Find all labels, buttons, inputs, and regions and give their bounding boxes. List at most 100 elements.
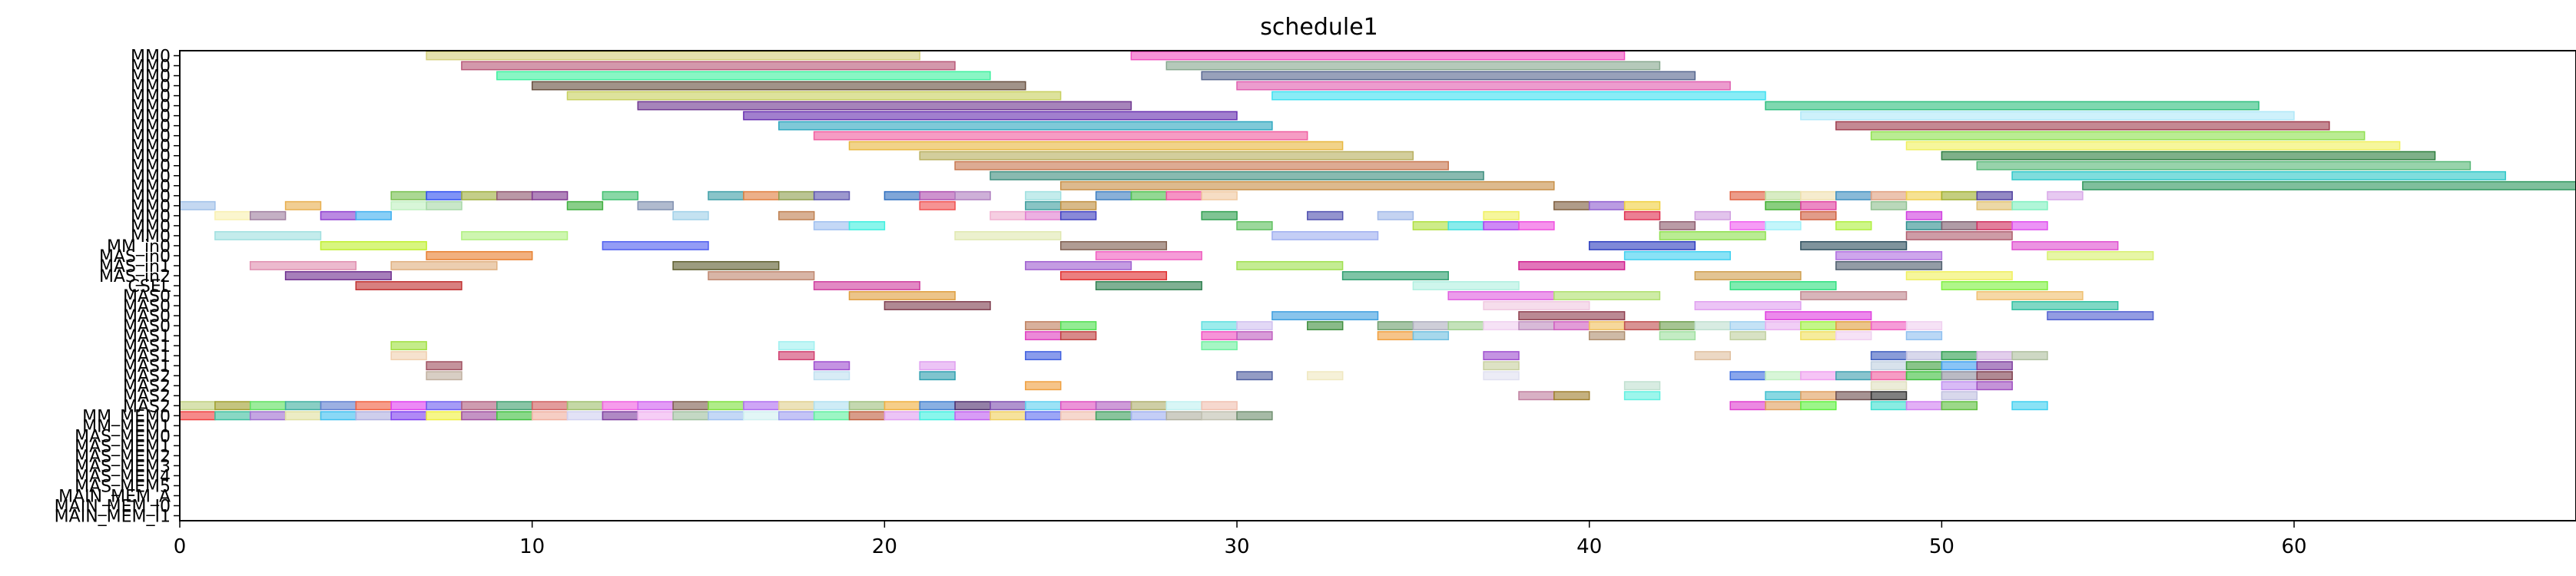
task-bar <box>884 301 991 310</box>
task-bar <box>1870 321 1908 331</box>
task-bar <box>602 401 639 411</box>
task-bar <box>1130 401 1168 411</box>
task-bar <box>249 260 357 270</box>
task-bar <box>390 200 427 210</box>
task-bar <box>778 351 815 361</box>
task-bar <box>1976 161 2472 170</box>
task-bar <box>672 411 709 421</box>
task-bar <box>1623 321 1661 331</box>
task-bar <box>954 190 991 200</box>
y-tick-label: MM0 <box>131 98 171 117</box>
task-bar <box>1025 260 1132 270</box>
task-bar <box>1483 371 1520 381</box>
task-bar <box>179 411 216 421</box>
task-bar <box>1165 61 1661 71</box>
y-tick-label: MAIN_MEM_I0 <box>55 497 171 516</box>
task-bar <box>2011 240 2119 250</box>
task-bar <box>919 371 956 381</box>
task-bar <box>778 411 815 421</box>
task-bar <box>179 200 216 210</box>
task-bar <box>496 71 991 81</box>
task-bar <box>1025 351 1062 361</box>
task-bar <box>1941 401 1978 411</box>
task-bar <box>320 240 427 250</box>
task-bar <box>496 190 533 200</box>
task-bar <box>566 200 604 210</box>
task-bar <box>1835 250 1943 260</box>
task-bar <box>954 230 1062 240</box>
task-bar <box>1483 301 1590 310</box>
task-bar <box>426 371 462 381</box>
task-bar <box>1905 331 1943 341</box>
y-tick-label: MAS_MEM2 <box>75 447 171 466</box>
task-bar <box>1483 210 1520 220</box>
task-bar <box>1165 411 1202 421</box>
task-bar <box>1412 321 1450 331</box>
task-bar <box>214 230 322 240</box>
y-tick-label: MM0 <box>131 177 171 197</box>
task-bar <box>1553 391 1590 401</box>
task-bar <box>813 131 1308 141</box>
task-bar <box>813 190 850 200</box>
task-bar <box>249 210 287 220</box>
task-bar <box>355 281 462 290</box>
task-bar <box>1412 220 1450 230</box>
task-bar <box>1870 200 1908 210</box>
task-bar <box>1623 200 1661 210</box>
task-bar <box>1412 281 1520 290</box>
y-tick-label: MAS1 <box>123 327 171 346</box>
task-bar <box>1659 220 1696 230</box>
y-tick-label: MM0 <box>131 217 171 237</box>
task-bar <box>1059 180 1555 190</box>
task-bar <box>566 411 604 421</box>
y-tick-label: MAS0 <box>123 297 171 316</box>
task-bar <box>672 401 709 411</box>
task-bar <box>884 411 921 421</box>
task-bar <box>1025 331 1062 341</box>
task-bar <box>1941 220 1978 230</box>
y-tick-label: MAS2 <box>123 377 171 396</box>
task-bar <box>496 401 533 411</box>
task-bar <box>390 351 427 361</box>
task-bar <box>1588 321 1626 331</box>
task-bar <box>1165 401 1202 411</box>
x-tick-label: 0 <box>174 535 187 558</box>
task-bar <box>1659 230 1766 240</box>
task-bar <box>390 341 427 351</box>
task-bar <box>1588 200 1626 210</box>
task-bar <box>1835 331 1872 341</box>
y-tick-label: MAIN_MEM_A <box>58 487 171 506</box>
task-bar <box>708 190 744 200</box>
y-tick-label: MAS_MEM4 <box>75 467 171 486</box>
task-bar <box>919 200 956 210</box>
task-bar <box>284 411 322 421</box>
task-bar <box>1377 331 1414 341</box>
task-bar <box>1236 260 1344 270</box>
task-bar <box>1765 311 1872 321</box>
task-bar <box>813 401 850 411</box>
x-tick-label: 30 <box>1224 535 1249 558</box>
task-bar <box>1623 391 1661 401</box>
task-bar <box>1694 351 1731 361</box>
task-bar <box>1729 190 1766 200</box>
y-tick-label: MAS1 <box>123 337 171 356</box>
task-bar <box>1025 321 1062 331</box>
y-tick-label: MM0 <box>131 197 171 217</box>
task-bar <box>1553 200 1590 210</box>
task-bar <box>1905 210 1943 220</box>
y-tick-label: MM0 <box>131 118 171 137</box>
task-bar <box>1835 391 1872 401</box>
y-tick-label: MAS_MEM1 <box>75 437 171 456</box>
task-bar <box>637 411 674 421</box>
y-tick-label: MM0 <box>131 68 171 87</box>
task-bar <box>1059 411 1097 421</box>
task-bar <box>2011 301 2119 310</box>
task-bar <box>602 240 709 250</box>
task-bar <box>1905 190 1943 200</box>
task-bar <box>1870 351 1908 361</box>
task-bar <box>1623 250 1731 260</box>
task-bar <box>1800 371 1837 381</box>
task-bar <box>813 281 920 290</box>
task-bar <box>1059 401 1097 411</box>
